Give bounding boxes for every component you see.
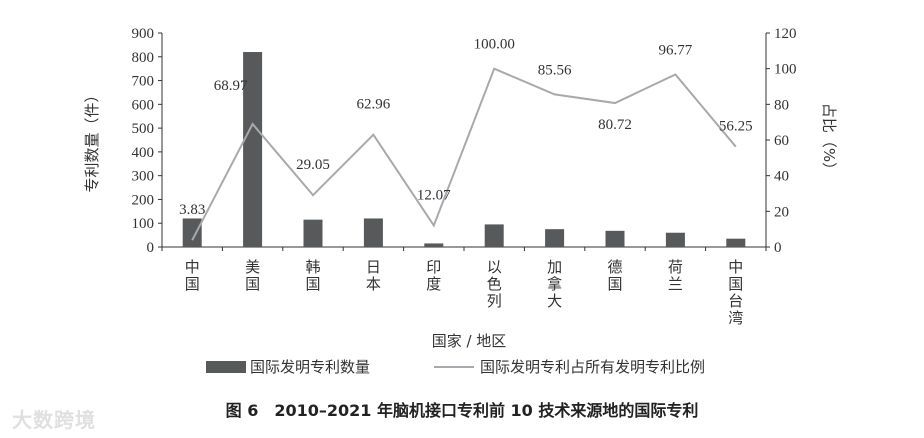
y-tick-label: 600 <box>132 97 155 113</box>
x-tick-label: 印 <box>426 258 441 276</box>
data-label: 12.07 <box>417 187 451 203</box>
data-label: 68.97 <box>214 78 248 94</box>
y2-axis-title: 占比（%） <box>820 103 838 177</box>
data-label: 56.25 <box>719 119 753 135</box>
x-tick-label: 国 <box>607 275 622 293</box>
x-tick-label: 中 <box>185 258 200 276</box>
x-tick-label: 国 <box>728 275 743 293</box>
x-tick-label: 以 <box>487 258 502 276</box>
y-tick-label: 800 <box>132 50 155 66</box>
x-tick-label: 本 <box>366 275 381 293</box>
x-tick-label: 列 <box>487 292 502 310</box>
bar <box>484 224 504 247</box>
x-tick-label: 日 <box>366 258 381 276</box>
y-tick-label: 400 <box>132 145 155 161</box>
x-tick-label: 中 <box>728 258 743 276</box>
data-label: 85.56 <box>538 62 572 78</box>
x-tick-label: 兰 <box>668 275 683 293</box>
data-label: 29.05 <box>296 157 330 173</box>
y-tick-label: 300 <box>132 169 155 185</box>
data-label: 80.72 <box>598 117 632 133</box>
x-tick-label: 大 <box>547 292 562 310</box>
x-tick-label: 拿 <box>547 275 562 293</box>
x-tick-label: 湾 <box>728 309 743 327</box>
y2-tick-label: 80 <box>774 97 789 113</box>
data-label: 3.83 <box>179 202 205 218</box>
bar <box>363 218 383 247</box>
y2-tick-label: 120 <box>774 26 797 42</box>
y-axis-title: 专利数量（件） <box>83 87 101 192</box>
x-axis-title: 国家 / 地区 <box>432 332 507 350</box>
bar <box>665 232 685 247</box>
y2-tick-label: 60 <box>774 133 789 149</box>
legend-bar-label: 国际发明专利数量 <box>250 358 370 376</box>
y2-tick-label: 0 <box>774 240 782 256</box>
x-tick-label: 韩 <box>305 258 320 276</box>
x-tick-label: 国 <box>245 275 260 293</box>
y-tick-label: 0 <box>147 240 155 256</box>
y2-tick-label: 40 <box>774 169 789 185</box>
data-label: 100.00 <box>474 37 515 53</box>
x-tick-label: 加 <box>547 258 562 276</box>
x-tick-label: 荷 <box>668 258 683 276</box>
ratio-line <box>191 67 737 241</box>
x-tick-label: 台 <box>728 292 743 310</box>
chart-svg: 0 100 200 300 400 500 600 700 800 900 0 20 40 60 80 100… <box>83 26 838 376</box>
x-tick-label: 国 <box>305 275 320 293</box>
x-tick-label: 国 <box>185 275 200 293</box>
x-tick-label: 美 <box>245 258 260 276</box>
y-tick-label: 700 <box>132 74 155 90</box>
y-tick-label: 200 <box>132 192 155 208</box>
y-tick-label: 900 <box>132 26 155 42</box>
legend-line-label: 国际发明专利占所有发明专利比例 <box>480 358 705 376</box>
bar <box>726 238 746 247</box>
data-label: 96.77 <box>659 42 693 58</box>
bar <box>605 230 625 247</box>
x-tick-label: 色 <box>487 275 502 293</box>
x-tick-label: 德 <box>607 258 622 276</box>
bar <box>243 52 263 248</box>
watermark: 大数跨境 <box>12 408 96 432</box>
plot-area: 0 100 200 300 400 500 600 700 800 900 0 20 40 60 80 100… <box>132 26 797 327</box>
data-label: 62.96 <box>357 97 391 113</box>
bar <box>182 218 202 247</box>
x-tick-label: 度 <box>426 275 441 293</box>
y2-tick-label: 100 <box>774 62 797 78</box>
y-tick-label: 500 <box>132 121 155 137</box>
legend: 国际发明专利数量 国际发明专利占所有发明专利比例 <box>206 358 705 376</box>
legend-bar-swatch <box>206 361 246 373</box>
figure-caption: 图 6 2010–2021 年脑机接口专利前 10 技术来源地的国际专利 <box>225 401 699 420</box>
bar <box>303 219 323 247</box>
y-tick-label: 100 <box>132 216 155 232</box>
y2-tick-label: 20 <box>774 204 789 220</box>
bar <box>424 243 444 247</box>
bar <box>545 229 565 247</box>
